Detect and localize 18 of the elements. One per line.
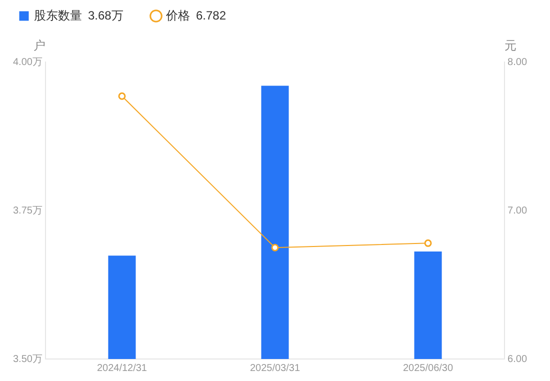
- y2-tick-label: 7.00: [508, 205, 528, 216]
- text: 6.782: [196, 8, 226, 22]
- y2-axis-title: 元: [504, 38, 517, 52]
- point: [271, 244, 279, 252]
- x-tick-label: 2025/03/31: [250, 362, 300, 374]
- y-tick-label: 3.50万: [12, 354, 42, 365]
- y2-tick-label: 6.00: [508, 354, 528, 365]
- point: [424, 239, 432, 247]
- point: [118, 92, 126, 100]
- y2-tick-label: 8.00: [508, 56, 528, 68]
- x-tick-label: 2025/06/30: [402, 362, 454, 374]
- y-axis-title: 户: [33, 38, 46, 52]
- x-tick-label: 2024/12/31: [96, 362, 148, 374]
- text: 3.68万: [88, 8, 124, 22]
- legend-label: 价格: [165, 8, 190, 22]
- y-tick-label: 4.00万: [12, 56, 42, 68]
- y-tick-label: 3.75万: [12, 205, 42, 216]
- legend-label: 股东数量: [34, 8, 82, 22]
